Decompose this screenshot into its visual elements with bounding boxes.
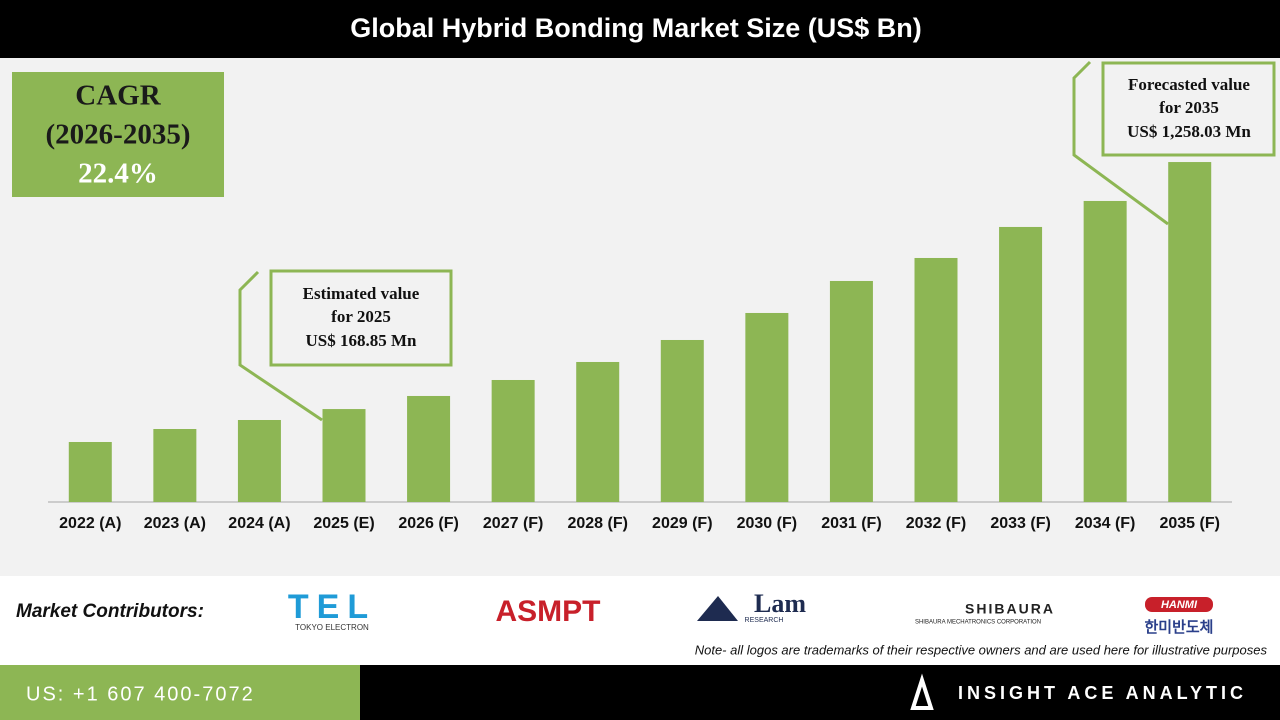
phone: US: +1 607 400-7072 [26, 683, 255, 705]
cagr-value: 22.4% [78, 158, 158, 190]
bar [237, 419, 281, 502]
cagr-period: (2026-2035) [46, 119, 191, 151]
logo-lam-mark [697, 596, 738, 621]
chart-title: Global Hybrid Bonding Market Size (US$ B… [350, 13, 922, 43]
brand-bar [360, 665, 1280, 720]
x-tick-label: 2031 (F) [821, 515, 881, 532]
logo-lam-sub: RESEARCH [745, 617, 784, 624]
x-tick-label: 2026 (F) [398, 515, 458, 532]
annotation-box [269, 269, 453, 367]
bar [660, 339, 704, 502]
bar [829, 280, 873, 502]
annotation-box [1101, 61, 1276, 157]
bar [407, 395, 451, 502]
bar [1168, 162, 1212, 502]
footer-panel [0, 576, 1280, 665]
x-tick-label: 2032 (F) [906, 515, 966, 532]
x-tick-label: 2025 (E) [313, 515, 374, 532]
contributors-label: Market Contributors: [16, 601, 204, 622]
bar [153, 428, 197, 502]
logo-lam: Lam [754, 589, 806, 618]
x-tick-label: 2023 (A) [144, 515, 206, 532]
logo-hanmi: HANMI [1161, 599, 1198, 611]
bar [491, 379, 535, 502]
annotation-text: US$ 168.85 Mn [306, 331, 418, 350]
callout-line [238, 270, 323, 422]
x-tick-label: 2035 (F) [1159, 515, 1219, 532]
bar [999, 226, 1043, 502]
logo-hanmi-sub: 한미반도체 [1144, 619, 1213, 636]
bar [914, 257, 958, 502]
bar [576, 361, 620, 502]
x-tick-label: 2029 (F) [652, 515, 712, 532]
annotation-text: US$ 1,258.03 Mn [1127, 122, 1251, 141]
brand-mark [910, 673, 934, 710]
x-tick-label: 2030 (F) [737, 515, 797, 532]
x-tick-label: 2028 (F) [567, 515, 627, 532]
logo-shibaura-sub: SHIBAURA MECHATRONICS CORPORATION [915, 620, 1041, 626]
annotation-text: for 2025 [331, 307, 391, 326]
footnote: Note- all logos are trademarks of their … [695, 642, 1268, 657]
brand: INSIGHT ACE ANALYTIC [958, 683, 1247, 703]
x-tick-label: 2027 (F) [483, 515, 543, 532]
annotation-text: for 2035 [1159, 98, 1219, 117]
annotation-text: Estimated value [303, 284, 420, 303]
x-tick-label: 2022 (A) [59, 515, 121, 532]
logo-hanmi-badge [1145, 597, 1213, 612]
header-bar [0, 0, 1280, 58]
x-tick-label: 2024 (A) [228, 515, 290, 532]
cagr-box [12, 72, 224, 197]
logo-asmpt: ASMPT [496, 595, 601, 628]
logo-tel: TEL [288, 588, 376, 626]
bar [322, 409, 366, 502]
x-tick-label: 2034 (F) [1075, 515, 1135, 532]
logo-tel-sub: TOKYO ELECTRON [295, 623, 369, 632]
annotation-text: Forecasted value [1128, 75, 1250, 94]
logo-shibaura: SHIBAURA [965, 601, 1055, 617]
bar [745, 312, 789, 502]
x-tick-label: 2033 (F) [990, 515, 1050, 532]
cagr-label: CAGR [75, 80, 161, 112]
bar [68, 441, 112, 502]
phone-bar [0, 665, 360, 720]
bar [1083, 200, 1127, 502]
callout-line [1072, 60, 1169, 226]
